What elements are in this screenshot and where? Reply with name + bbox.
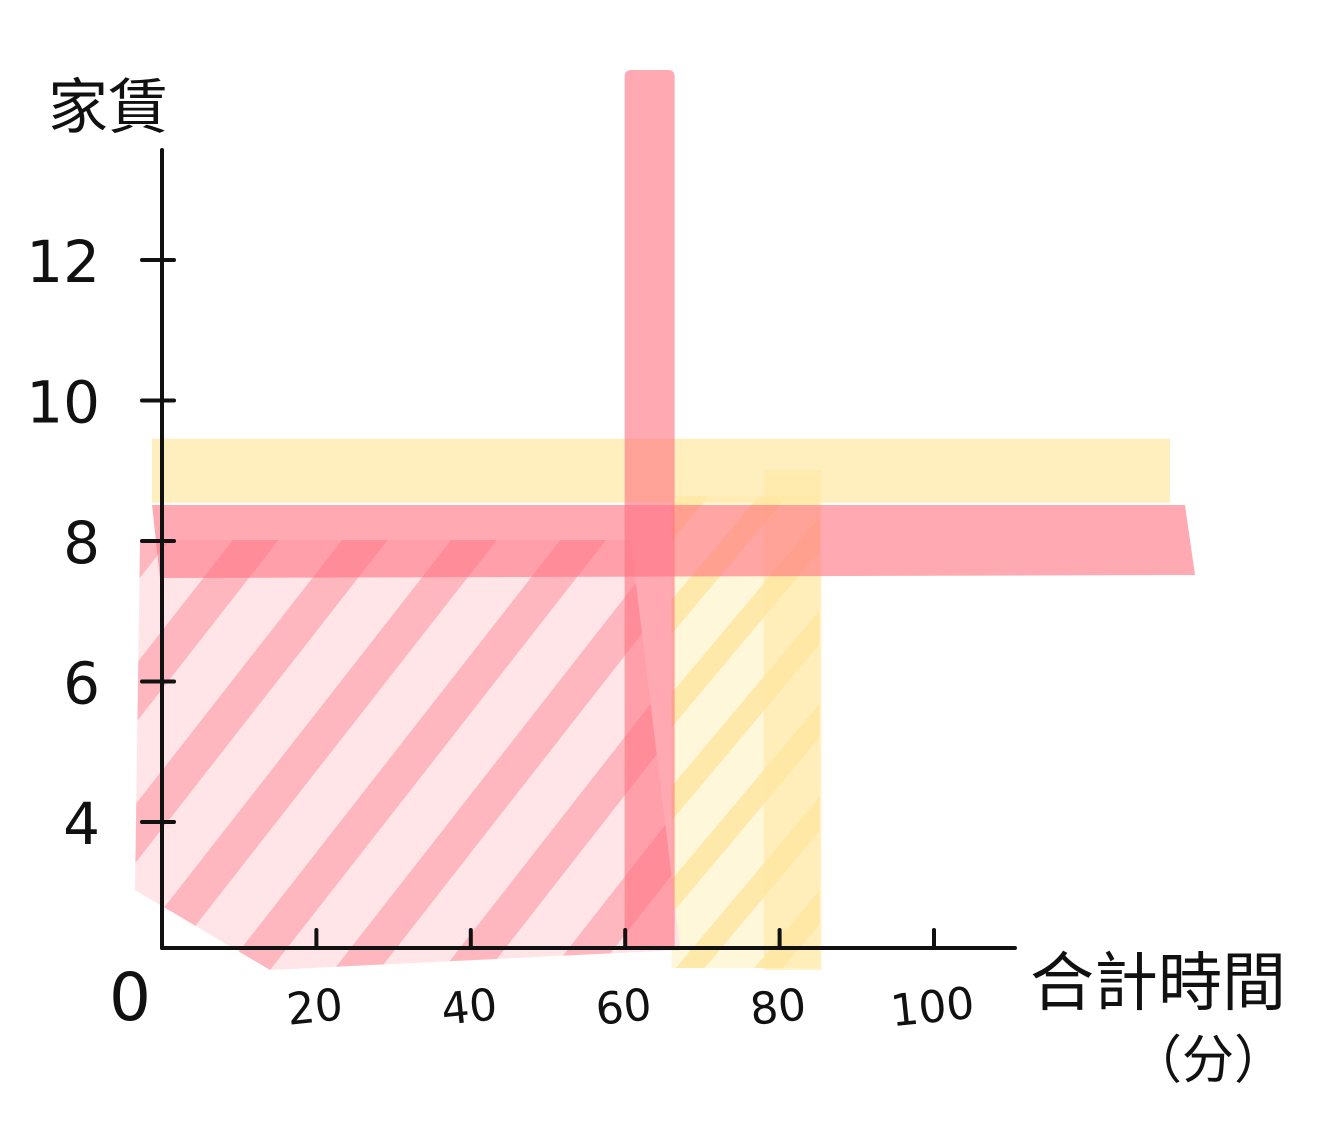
y-axis-label: 家賃 — [48, 73, 168, 143]
pink-vertical-band — [624, 70, 675, 950]
y-tick-label: 10 — [26, 369, 100, 437]
axes — [160, 148, 1017, 950]
x-ticks: 20 40 60 80 100 — [284, 928, 977, 1037]
x-tick-label: 80 — [748, 979, 809, 1036]
x-tick-label: 40 — [439, 979, 500, 1036]
x-axis-label: 合計時間 — [1030, 947, 1286, 1021]
y-tick-label: 12 — [26, 228, 100, 296]
threshold-bands — [152, 70, 1195, 970]
x-tick-label: 100 — [888, 978, 977, 1037]
y-tick-label: 6 — [63, 650, 100, 718]
x-tick-label: 20 — [284, 979, 345, 1036]
y-tick-label: 8 — [63, 509, 100, 577]
pink-region — [135, 540, 681, 970]
x-axis-unit-label: （分） — [1130, 1031, 1286, 1091]
x-tick-label: 60 — [593, 979, 654, 1036]
origin-label: 0 — [109, 959, 151, 1036]
y-tick-label: 4 — [63, 790, 100, 858]
y-ticks: 4 6 8 10 12 — [26, 228, 176, 858]
